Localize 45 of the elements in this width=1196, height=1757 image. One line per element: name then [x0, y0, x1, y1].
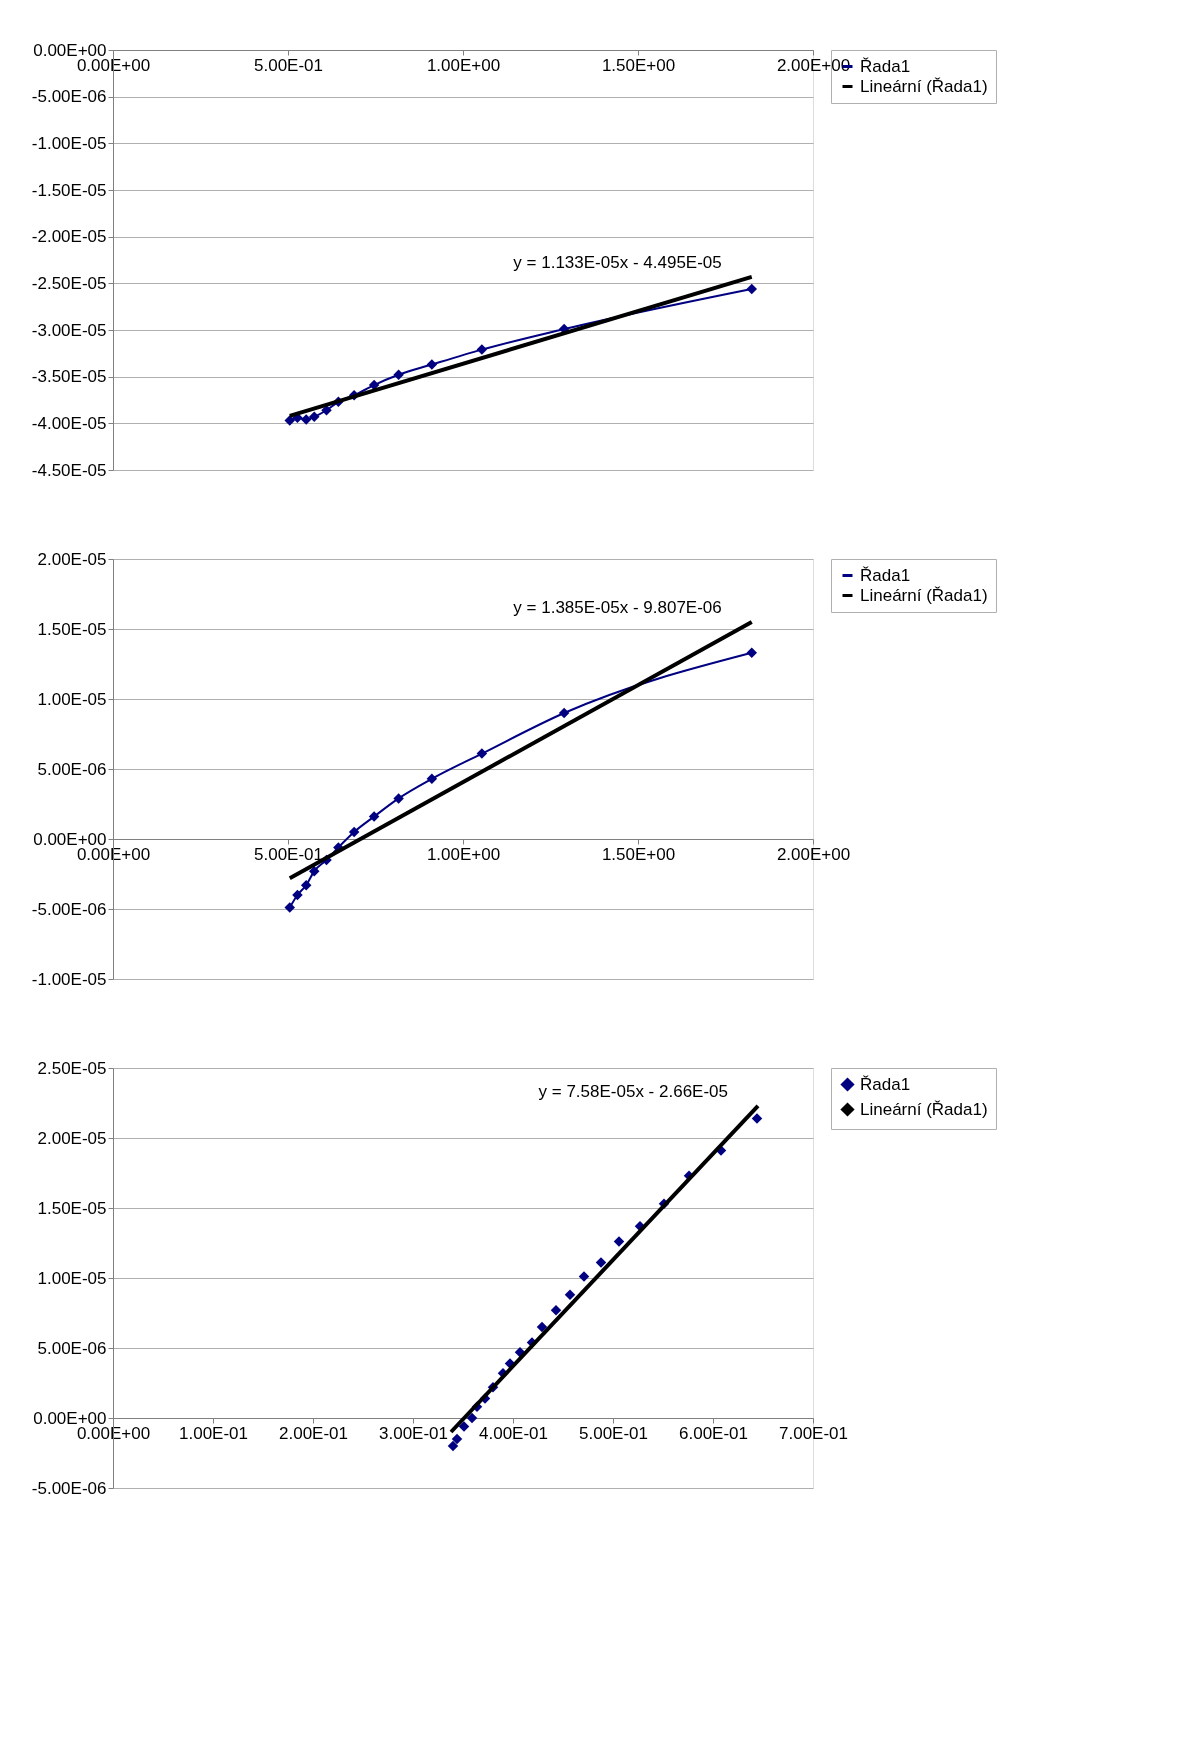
x-tick-label: 2.00E-01 — [279, 1423, 348, 1443]
x-tick-label: 1.00E+00 — [426, 844, 501, 864]
x-tick-label: 5.00E-01 — [254, 55, 323, 75]
y-tick-label: 5.00E-06 — [37, 1338, 107, 1358]
x-tick-label: 7.00E-01 — [779, 1423, 848, 1443]
annotation: y = 7.58E-05x - 2.66E-05 — [538, 1081, 728, 1101]
x-tick-label: 3.00E-01 — [379, 1423, 448, 1443]
y-tick-label: 1.50E-05 — [37, 1198, 107, 1218]
x-tick-label: 2.00E+00 — [776, 844, 851, 864]
legend-label: Řada1 — [860, 1074, 911, 1094]
annotation: y = 1.385E-05x - 9.807E-06 — [513, 598, 722, 617]
y-tick-label: 1.00E-05 — [37, 1268, 107, 1288]
x-tick-label: 5.00E-01 — [579, 1423, 648, 1443]
y-tick-label: 2.00E-05 — [37, 1128, 107, 1148]
y-tick-label: -5.00E-06 — [31, 87, 107, 107]
x-tick-label: 5.00E-01 — [254, 844, 323, 864]
y-tick-label: -4.50E-05 — [31, 460, 107, 480]
x-tick-label: 1.00E+00 — [426, 55, 501, 75]
x-tick-label: 6.00E-01 — [679, 1423, 748, 1443]
y-tick-label: 1.00E-05 — [37, 689, 107, 709]
x-tick-label: 1.50E+00 — [601, 55, 676, 75]
y-tick-label: -1.50E-05 — [31, 180, 107, 200]
y-tick-label: 1.50E-05 — [37, 619, 107, 639]
y-tick-label: 2.50E-05 — [37, 1058, 107, 1078]
y-tick-label: -2.00E-05 — [31, 227, 107, 247]
x-tick-label: 1.00E-01 — [179, 1423, 248, 1443]
y-tick-label: -4.00E-05 — [31, 413, 107, 433]
x-tick-label: 1.50E+00 — [601, 844, 676, 864]
y-tick-label: -3.50E-05 — [31, 367, 107, 387]
x-tick-label: 4.00E-01 — [479, 1423, 548, 1443]
legend-label: Lineární (Řada1) — [860, 1099, 988, 1119]
legend-label: Lineární (Řada1) — [860, 76, 988, 96]
annotation: y = 1.133E-05x - 4.495E-05 — [513, 252, 722, 272]
y-tick-label: 2.00E-05 — [37, 549, 107, 569]
legend-label: Řada1 — [860, 565, 911, 585]
y-tick-label: -2.50E-05 — [31, 273, 107, 293]
y-tick-label: 5.00E-06 — [37, 759, 107, 779]
y-tick-label: -3.00E-05 — [31, 320, 107, 340]
y-tick-label: -1.00E-05 — [31, 969, 107, 989]
legend-label: Lineární (Řada1) — [860, 585, 988, 605]
x-tick-label: 2.00E+00 — [776, 55, 851, 75]
y-tick-label: -5.00E-06 — [31, 899, 107, 919]
legend-label: Řada1 — [860, 56, 911, 76]
y-tick-label: -1.00E-05 — [31, 133, 107, 153]
y-tick-label: -5.00E-06 — [31, 1478, 107, 1498]
